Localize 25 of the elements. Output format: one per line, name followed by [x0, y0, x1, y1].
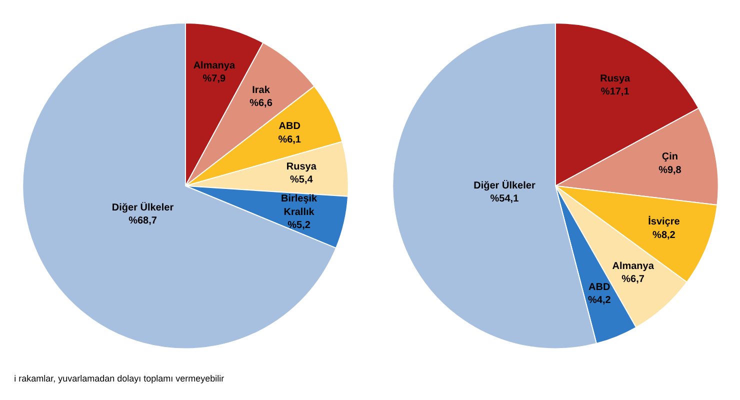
slice-label: Çin [662, 152, 678, 163]
slice-label: Diğer Ülkeler [112, 201, 174, 214]
slice-label: Birleşik Krallık [280, 194, 318, 218]
data-label: %7,9 [202, 74, 226, 85]
data-label: %5,4 [290, 174, 314, 186]
slice-label: Almanya [612, 261, 654, 272]
data-label: %4,2 [588, 295, 612, 306]
slice-label: Diğer Ülkeler [474, 179, 536, 192]
data-label: %5,2 [288, 220, 311, 231]
data-label: %6,7 [622, 274, 645, 286]
data-label: %8,2 [652, 230, 676, 241]
slice-label: İsviçre [648, 216, 680, 228]
slice-label: Rusya [600, 73, 631, 84]
slice-label: Irak [252, 84, 270, 96]
text: i rakamlar, yuvarlamadan dolayı toplamı vermeyebilir [14, 373, 224, 384]
data-label: %6,6 [250, 98, 273, 109]
slice-label: ABD [278, 121, 300, 132]
data-label: %9,8 [658, 164, 682, 176]
data-label: %17,1 [600, 86, 630, 98]
slice-label: ABD [588, 282, 610, 294]
slice-label: Almanya [193, 60, 236, 72]
data-label: %6,1 [278, 134, 302, 146]
data-label: %54,1 [490, 194, 520, 205]
slice-label: Rusya [286, 162, 317, 173]
data-label: %68,7 [128, 216, 158, 227]
